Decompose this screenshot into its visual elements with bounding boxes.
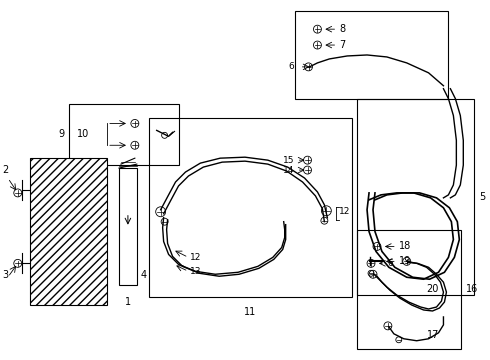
Text: 16: 16 [466, 284, 479, 294]
Text: 9: 9 [58, 129, 64, 139]
Text: 13: 13 [191, 267, 202, 276]
Text: 2: 2 [3, 165, 9, 175]
Text: 14: 14 [283, 166, 294, 175]
Bar [30, 158, 107, 305]
Bar [357, 99, 474, 295]
Text: 4: 4 [141, 270, 147, 280]
Bar [70, 104, 178, 165]
Text: 19: 19 [399, 256, 411, 266]
Text: 3: 3 [3, 270, 9, 280]
Text: 20: 20 [427, 284, 439, 294]
Bar [357, 230, 461, 349]
Text: 12: 12 [191, 253, 202, 262]
Text: 10: 10 [77, 129, 90, 139]
Text: 18: 18 [399, 242, 411, 252]
Text: 5: 5 [479, 192, 486, 202]
Text: 17: 17 [427, 330, 439, 340]
Bar [149, 118, 352, 297]
Bar [119, 168, 137, 285]
Text: 6: 6 [289, 62, 294, 71]
Text: 12: 12 [339, 207, 351, 216]
Bar [294, 11, 448, 99]
Text: 11: 11 [245, 307, 257, 317]
Text: 7: 7 [339, 40, 345, 50]
Text: 15: 15 [283, 156, 294, 165]
Text: 1: 1 [125, 297, 131, 307]
Text: 8: 8 [339, 24, 345, 34]
Text: 6: 6 [387, 259, 392, 268]
